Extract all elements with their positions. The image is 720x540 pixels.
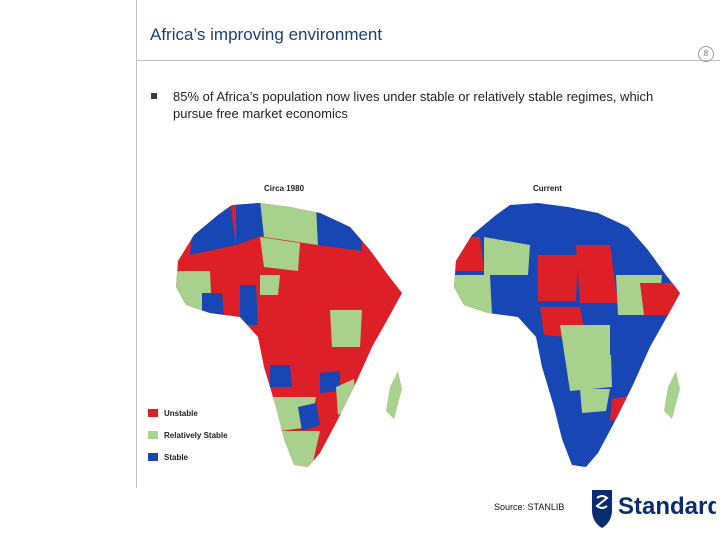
legend: Unstable Relatively Stable Stable [148,409,228,462]
brand-name: Standard [618,493,716,520]
bullet-text: 85% of Africa’s population now lives und… [173,89,654,121]
header-divider [136,60,720,61]
legend-swatch-unstable [148,409,158,417]
page-number: 8 [698,46,714,62]
legend-label-relatively-stable: Relatively Stable [164,431,228,440]
right-map-label: Current [533,184,562,193]
madagascar-current [664,371,680,419]
madagascar-1980 [386,371,402,419]
legend-label-unstable: Unstable [164,409,198,418]
left-map-label: Circa 1980 [264,184,305,193]
legend-swatch-stable [148,453,158,461]
legend-swatch-relatively-stable [148,431,158,439]
africa-map-current [454,203,680,467]
slide-title: Africa’s improving environment [150,25,383,44]
bullet-icon [151,93,157,99]
standard-logo: Standard [592,490,716,528]
left-divider [136,0,137,488]
legend-label-stable: Stable [164,453,189,462]
source-note: Source: STANLIB [494,502,565,512]
africa-maps: Circa 1980 Current [148,184,680,467]
